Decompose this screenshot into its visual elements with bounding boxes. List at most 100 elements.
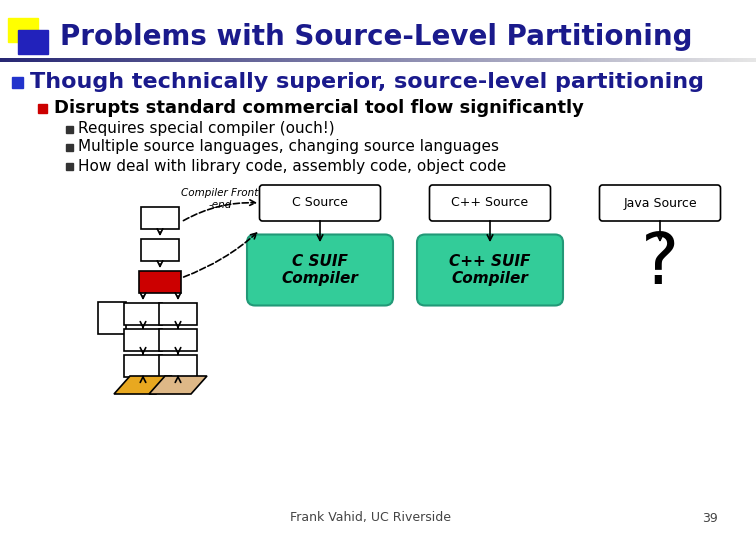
Bar: [212, 58, 214, 62]
Bar: [571, 58, 573, 62]
Bar: [291, 58, 293, 62]
Bar: [552, 58, 554, 62]
Bar: [369, 58, 371, 62]
Bar: [251, 58, 254, 62]
Bar: [444, 58, 447, 62]
Bar: [735, 58, 738, 62]
FancyBboxPatch shape: [600, 185, 720, 221]
Bar: [280, 58, 282, 62]
Bar: [342, 58, 345, 62]
Text: C Source: C Source: [292, 197, 348, 210]
Bar: [11, 58, 14, 62]
Bar: [266, 58, 269, 62]
Bar: [416, 58, 418, 62]
Bar: [692, 58, 694, 62]
Bar: [284, 58, 286, 62]
Bar: [582, 58, 584, 62]
Bar: [440, 58, 443, 62]
Bar: [402, 58, 405, 62]
Bar: [493, 58, 496, 62]
Text: C++ SUIF
Compiler: C++ SUIF Compiler: [449, 254, 531, 286]
Bar: [293, 58, 296, 62]
Bar: [537, 58, 539, 62]
Bar: [316, 58, 318, 62]
Bar: [656, 58, 658, 62]
Bar: [746, 58, 749, 62]
Bar: [20, 58, 23, 62]
Bar: [465, 58, 467, 62]
Bar: [429, 58, 432, 62]
Bar: [669, 58, 671, 62]
Bar: [618, 58, 621, 62]
Bar: [750, 58, 753, 62]
Bar: [353, 58, 356, 62]
Bar: [497, 58, 500, 62]
Bar: [542, 58, 545, 62]
Bar: [559, 58, 562, 62]
Bar: [432, 58, 435, 62]
Bar: [228, 58, 231, 62]
Bar: [726, 58, 728, 62]
Bar: [153, 58, 156, 62]
Bar: [694, 58, 696, 62]
Bar: [533, 58, 535, 62]
Bar: [612, 58, 615, 62]
Bar: [70, 58, 73, 62]
Bar: [408, 58, 411, 62]
Bar: [652, 58, 655, 62]
Bar: [243, 58, 246, 62]
Bar: [2, 58, 5, 62]
Bar: [253, 58, 256, 62]
Bar: [168, 58, 171, 62]
Bar: [716, 58, 719, 62]
Bar: [9, 58, 12, 62]
Bar: [102, 58, 104, 62]
Bar: [163, 58, 165, 62]
Bar: [336, 58, 339, 62]
Bar: [4, 58, 6, 62]
Bar: [720, 58, 723, 62]
Bar: [53, 58, 55, 62]
Bar: [495, 58, 497, 62]
Bar: [238, 58, 240, 62]
Bar: [126, 58, 129, 62]
Bar: [306, 58, 308, 62]
Bar: [387, 58, 390, 62]
Bar: [79, 58, 82, 62]
Bar: [488, 58, 490, 62]
Bar: [274, 58, 277, 62]
Bar: [593, 58, 596, 62]
Bar: [383, 58, 386, 62]
Bar: [6, 58, 8, 62]
Bar: [446, 58, 448, 62]
Bar: [19, 58, 21, 62]
Bar: [107, 58, 110, 62]
Bar: [349, 58, 352, 62]
Bar: [590, 58, 592, 62]
Bar: [529, 58, 531, 62]
Bar: [629, 58, 632, 62]
Bar: [66, 144, 73, 151]
Bar: [603, 58, 606, 62]
Bar: [591, 58, 594, 62]
Bar: [684, 58, 686, 62]
Bar: [261, 58, 263, 62]
Bar: [233, 58, 235, 62]
Bar: [151, 58, 153, 62]
Bar: [490, 58, 492, 62]
Bar: [703, 58, 705, 62]
Bar: [314, 58, 316, 62]
Bar: [620, 58, 622, 62]
Bar: [731, 58, 734, 62]
Bar: [219, 58, 222, 62]
Bar: [723, 58, 727, 62]
Bar: [699, 58, 702, 62]
Bar: [89, 58, 91, 62]
Bar: [8, 18, 38, 42]
Bar: [145, 58, 148, 62]
Bar: [355, 58, 358, 62]
Bar: [673, 58, 675, 62]
Bar: [191, 58, 194, 62]
Bar: [92, 58, 95, 62]
Bar: [287, 58, 290, 62]
